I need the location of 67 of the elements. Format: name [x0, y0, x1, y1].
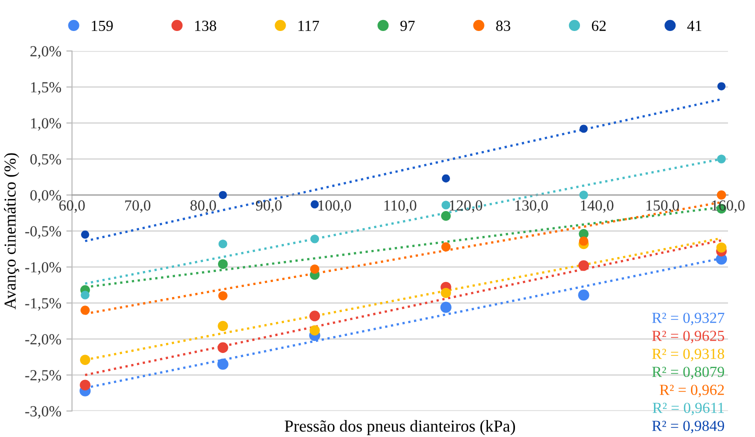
x-tick-label: 110,0	[384, 200, 416, 213]
point	[309, 310, 320, 322]
point	[218, 342, 228, 353]
point	[218, 291, 228, 300]
y-tick-label: -0,5%	[25, 226, 62, 239]
point	[218, 240, 228, 248]
point	[717, 154, 726, 164]
annotation: R² = 0,9318	[652, 348, 724, 362]
x-tick-label: 140,0	[580, 200, 614, 213]
point	[80, 354, 90, 365]
point	[440, 288, 452, 298]
point	[717, 82, 726, 90]
annotation: R² = 0,962	[660, 384, 724, 398]
y-tick-label: 2,0%	[30, 46, 62, 59]
annotation: R² = 0,9327	[652, 312, 724, 326]
point	[578, 290, 590, 301]
point	[310, 325, 320, 336]
x-tick-label: 130,0	[515, 200, 548, 213]
legend-label: 62	[592, 20, 606, 31]
annotation: R² = 0,9611	[652, 402, 724, 416]
x-tick-label: 70,0	[125, 200, 150, 213]
point	[218, 320, 228, 332]
y-tick-label: -1,5%	[25, 298, 62, 311]
point	[217, 358, 228, 370]
point	[580, 124, 588, 133]
point	[579, 236, 588, 246]
point	[716, 190, 726, 200]
y-tick-label: 1,5%	[31, 82, 62, 95]
point	[80, 380, 90, 390]
point	[578, 260, 590, 271]
point	[310, 264, 320, 274]
point	[441, 211, 451, 221]
x-tick-label: 60,0	[59, 200, 85, 213]
x-tick-label: 80,0	[190, 200, 216, 213]
annotation: R² = 0,8079	[652, 366, 724, 380]
x-axis-title: Pressão dos pneus dianteiros (kPa)	[284, 420, 515, 436]
y-tick-label: -2,0%	[25, 334, 62, 347]
point	[441, 242, 451, 252]
annotation: R² = 0,9625	[652, 330, 724, 344]
legend-label: 41	[687, 20, 702, 31]
x-tick-label: 150,0	[646, 200, 680, 213]
legend-label: 117	[298, 20, 320, 31]
point	[218, 190, 227, 200]
legend-label: 138	[195, 20, 216, 31]
y-tick-label: -2,5%	[25, 370, 62, 383]
point	[218, 259, 228, 269]
x-tick-label: 90,0	[256, 200, 282, 213]
point	[442, 174, 450, 182]
y-tick-label: -1,0%	[25, 262, 62, 275]
point	[80, 290, 90, 300]
y-axis-title: Avanço cinemático (%)	[4, 153, 20, 310]
y-tick-label: 1,0%	[31, 118, 62, 131]
legend-label: 97	[400, 20, 415, 31]
y-tick-label: 0,0%	[30, 190, 62, 203]
text: R² = 0,9849	[652, 420, 724, 434]
y-tick-label: -3,0%	[25, 406, 62, 419]
point	[579, 190, 588, 200]
point	[310, 234, 320, 244]
point	[716, 242, 727, 253]
point	[81, 230, 90, 239]
y-tick-label: 0,5%	[30, 154, 62, 167]
point	[310, 200, 319, 208]
legend-label: 159	[92, 20, 113, 31]
point	[440, 302, 452, 313]
point	[80, 306, 90, 315]
x-tick-label: 100,0	[318, 200, 352, 213]
legend-label: 83	[496, 20, 510, 31]
